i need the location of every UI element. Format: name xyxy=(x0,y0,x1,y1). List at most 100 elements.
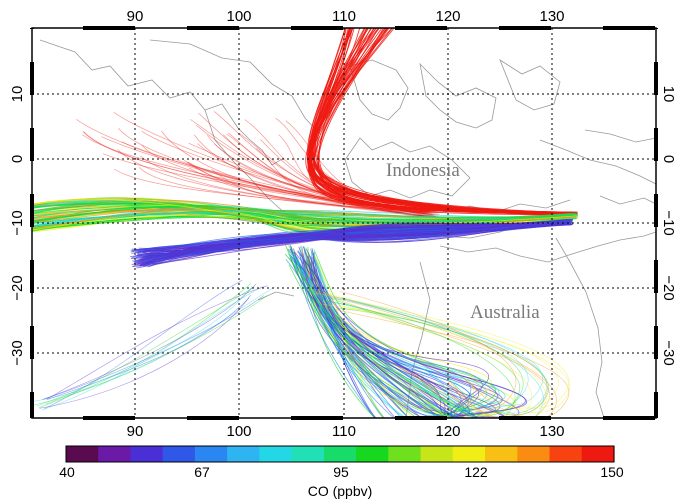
colorbar-cell xyxy=(388,446,422,462)
trajectory-line xyxy=(287,248,449,418)
colorbar-cell xyxy=(549,446,583,462)
trajectory-line xyxy=(214,143,431,215)
lat-label-right-0: 0 xyxy=(660,155,677,163)
trajectory-line xyxy=(303,262,453,418)
trajectory-line xyxy=(303,260,496,418)
trajectory-line xyxy=(141,144,427,214)
trajectory-layer xyxy=(32,28,578,418)
lat-label-left-m30: −30 xyxy=(9,340,26,365)
trajectory-line xyxy=(32,211,575,226)
trajectory-line xyxy=(278,134,432,218)
trajectory-line xyxy=(293,253,477,418)
lon-label-bottom-110: 110 xyxy=(332,423,356,440)
lat-labels-right: 10 0 −10 −20 −30 xyxy=(660,86,677,366)
trajectory-line xyxy=(140,155,435,216)
trajectory-line xyxy=(342,297,524,413)
trajectory-line xyxy=(228,132,436,217)
trajectory-line xyxy=(45,286,255,405)
lon-labels-bottom: 90 100 110 120 130 xyxy=(127,423,565,440)
trajectory-line xyxy=(32,199,577,225)
trajectory-line xyxy=(36,286,253,407)
trajectory-line xyxy=(290,246,453,418)
trajectory-line xyxy=(310,251,462,418)
lon-label-top-110: 110 xyxy=(332,8,356,25)
place-label-australia: Australia xyxy=(470,302,540,323)
trajectory-line xyxy=(189,167,436,217)
trajectory-line xyxy=(197,143,422,217)
colorbar-title: CO (ppbv) xyxy=(308,483,373,499)
lat-labels-left: 10 0 −10 −20 −30 xyxy=(9,86,26,366)
trajectory-line xyxy=(317,293,548,414)
trajectory-line xyxy=(76,118,425,217)
trajectory-line xyxy=(294,251,457,418)
trajectory-line xyxy=(207,135,439,216)
trajectory-line xyxy=(293,256,450,418)
colorbar: 40 67 95 122 150 CO (ppbv) xyxy=(59,445,624,499)
trajectory-line xyxy=(239,133,438,216)
trajectory-line xyxy=(311,28,577,217)
trajectory-line xyxy=(144,223,568,256)
trajectory-line xyxy=(302,253,465,418)
colorbar-cell xyxy=(323,446,357,462)
trajectory-line xyxy=(32,202,576,219)
trajectory-line xyxy=(194,134,427,217)
trajectory-line xyxy=(39,294,251,409)
trajectory-line xyxy=(317,293,521,416)
trajectory-line xyxy=(311,264,472,418)
lat-label-left-m10: −10 xyxy=(9,210,26,235)
colorbar-cell xyxy=(517,446,551,462)
trajectory-line xyxy=(46,285,268,400)
trajectory-line xyxy=(302,246,520,418)
lon-label-top-120: 120 xyxy=(435,8,460,25)
trajectory-line xyxy=(195,124,422,216)
colorbar-cell xyxy=(356,446,389,462)
lat-label-right-m10: −10 xyxy=(660,210,677,235)
trajectory-line xyxy=(315,291,548,416)
colorbar-cell xyxy=(420,446,454,462)
trajectory-line xyxy=(323,300,516,418)
lat-label-right-10: 10 xyxy=(660,86,677,103)
lat-label-right-m30: −30 xyxy=(660,340,677,365)
trajectory-line xyxy=(308,28,575,214)
trajectory-line xyxy=(294,257,500,418)
trajectory-line xyxy=(41,286,263,411)
colorbar-cell xyxy=(485,446,518,462)
colorbar-frame xyxy=(65,445,615,463)
colorbar-tick-122: 122 xyxy=(464,464,488,480)
lon-label-top-100: 100 xyxy=(226,8,251,25)
trajectory-line xyxy=(312,28,576,216)
trajectory-line xyxy=(32,206,576,224)
graticule xyxy=(32,28,656,418)
trajectory-line xyxy=(337,307,550,415)
colorbar-cell xyxy=(194,446,228,462)
trajectory-line xyxy=(117,149,433,214)
colorbar-cells xyxy=(66,446,615,462)
colorbar-tick-67: 67 xyxy=(194,464,210,480)
trajectory-line xyxy=(32,295,268,406)
colorbar-cell xyxy=(66,446,99,462)
lon-label-bottom-100: 100 xyxy=(226,423,251,440)
trajectory-line xyxy=(211,169,440,215)
lon-label-top-90: 90 xyxy=(127,8,144,25)
trajectory-line xyxy=(314,255,449,418)
trajectory-line xyxy=(310,248,459,418)
lat-label-left-0: 0 xyxy=(9,155,26,163)
trajectory-line xyxy=(341,304,533,418)
trajectory-line xyxy=(136,221,571,267)
trajectory-line xyxy=(114,168,424,216)
colorbar-cell xyxy=(581,446,615,462)
colorbar-cell xyxy=(452,446,486,462)
trajectory-line xyxy=(297,250,462,418)
trajectory-line xyxy=(322,292,559,410)
lat-label-left-m20: −20 xyxy=(9,275,26,300)
lat-label-right-m20: −20 xyxy=(660,275,677,300)
colorbar-cell xyxy=(162,446,196,462)
coastlines xyxy=(39,39,656,418)
colorbar-tick-150: 150 xyxy=(600,464,624,480)
trajectory-line xyxy=(310,28,578,213)
frame-ticks xyxy=(30,26,658,420)
trajectory-line xyxy=(322,304,547,418)
trajectory-line xyxy=(340,297,544,406)
lon-label-top-130: 130 xyxy=(539,8,564,25)
